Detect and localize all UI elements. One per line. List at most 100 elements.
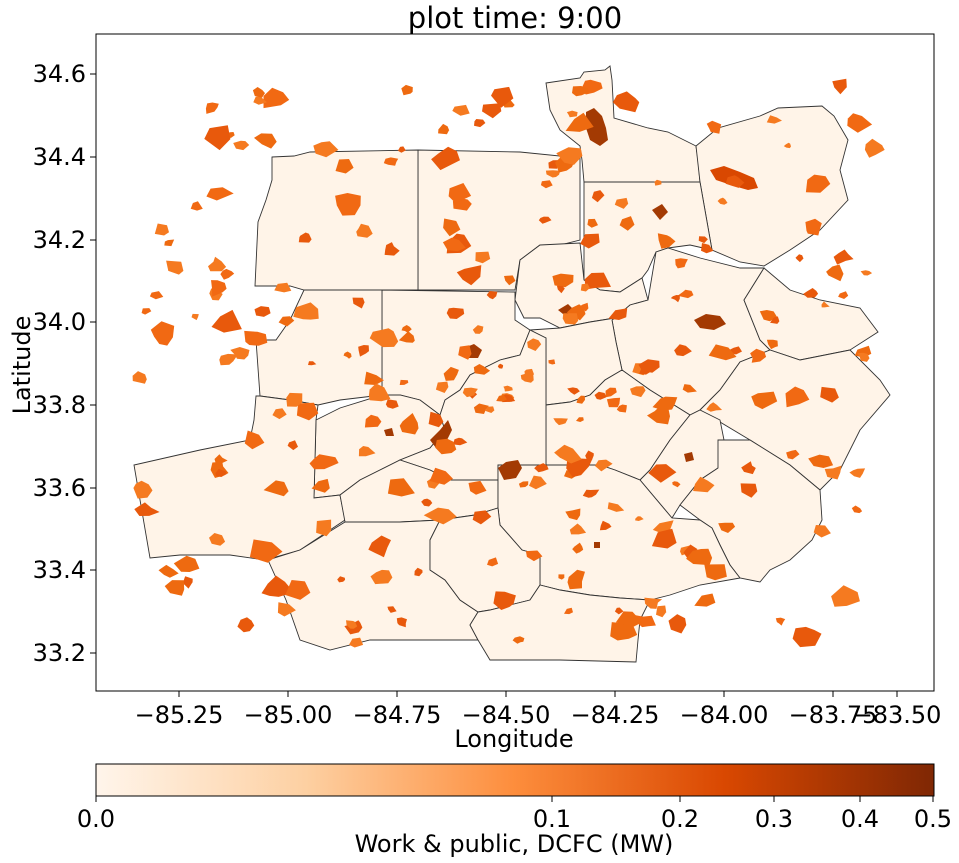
x-tick-label: −83.75 bbox=[789, 701, 878, 729]
tract-patch bbox=[401, 84, 413, 96]
colorbar-tick-label: 0.1 bbox=[533, 805, 571, 833]
tract-patch bbox=[572, 542, 584, 554]
tract-patch bbox=[335, 193, 361, 216]
tract-patch bbox=[277, 602, 296, 617]
tract-patch bbox=[387, 606, 397, 613]
tract-high bbox=[684, 452, 694, 462]
tract-patch bbox=[293, 302, 319, 320]
tract-patch bbox=[725, 175, 745, 188]
tract-patch bbox=[694, 593, 716, 607]
y-tick-label: 33.2 bbox=[33, 639, 86, 667]
tract-patch bbox=[651, 528, 677, 549]
tract-patch bbox=[599, 520, 612, 531]
tract-patch bbox=[253, 96, 267, 105]
tract-patch bbox=[614, 197, 629, 209]
tract-patch bbox=[219, 353, 238, 366]
tract-patch bbox=[398, 331, 415, 343]
tract-patch bbox=[566, 110, 578, 118]
tract-patch bbox=[766, 115, 782, 124]
tract-patch bbox=[672, 481, 681, 488]
tract-patch bbox=[493, 591, 516, 610]
tract-patch bbox=[615, 611, 642, 628]
tract-patch bbox=[569, 523, 587, 535]
tract-patch bbox=[205, 102, 219, 114]
tract-patch bbox=[518, 481, 529, 488]
tract-patch bbox=[278, 316, 295, 327]
tract-patch bbox=[287, 440, 298, 451]
tract-patch bbox=[503, 385, 513, 392]
tract-patch bbox=[567, 387, 580, 395]
tract-patch bbox=[308, 361, 317, 366]
tract-patch bbox=[741, 461, 756, 475]
tract-patch bbox=[504, 275, 516, 286]
tract-patch bbox=[786, 449, 800, 460]
tract-patch bbox=[587, 218, 598, 228]
tract-patch bbox=[833, 249, 854, 265]
tract-patch bbox=[610, 622, 638, 641]
tract-patch bbox=[803, 288, 819, 298]
tract-layer bbox=[132, 78, 885, 648]
tract-patch bbox=[485, 406, 495, 413]
y-axis: 33.2 33.4 33.6 33.8 34.0 34.2 34.4 34.6 … bbox=[8, 60, 96, 667]
x-tick-marks bbox=[178, 691, 898, 697]
tract-patch bbox=[630, 386, 646, 398]
tract-patch bbox=[652, 396, 678, 411]
tract-patch bbox=[580, 233, 600, 249]
tract-patch bbox=[133, 480, 153, 499]
tract-patch bbox=[838, 291, 849, 299]
tract-patch bbox=[438, 123, 450, 135]
tract-patch bbox=[230, 347, 250, 360]
tract-patch bbox=[831, 585, 860, 607]
x-axis-label: Longitude bbox=[454, 725, 573, 753]
tract-patch bbox=[693, 476, 715, 493]
tract-patch bbox=[358, 446, 376, 457]
tract-patch bbox=[792, 626, 822, 648]
tract-patch bbox=[316, 519, 332, 537]
tract-patch bbox=[491, 86, 514, 108]
tract-patch bbox=[766, 339, 778, 350]
tract-patch bbox=[183, 576, 193, 589]
x-tick-label: −84.50 bbox=[462, 701, 551, 729]
tract-patch bbox=[435, 381, 449, 393]
x-tick-label: −83.50 bbox=[853, 701, 942, 729]
tract-patch bbox=[482, 103, 502, 119]
tract-patch bbox=[683, 544, 698, 559]
tract-patch bbox=[220, 268, 235, 280]
x-tick-label: −85.00 bbox=[244, 701, 333, 729]
colorbar-tick-label: 0.4 bbox=[841, 805, 879, 833]
tract-patch bbox=[607, 502, 625, 512]
tract-patch bbox=[525, 550, 543, 562]
tract-patch bbox=[813, 525, 831, 538]
colorbar-label: Work & public, DCFC (MW) bbox=[355, 830, 674, 858]
tract-patch bbox=[298, 232, 312, 243]
tract-patch bbox=[572, 86, 590, 97]
tract-patch bbox=[750, 348, 767, 363]
tract-patch bbox=[173, 555, 200, 572]
tract-patch bbox=[472, 510, 492, 525]
tract-patch bbox=[826, 264, 844, 282]
tract-patch bbox=[594, 459, 613, 472]
tract-patch bbox=[311, 478, 330, 493]
tract-patch bbox=[384, 242, 400, 256]
tract-patch bbox=[473, 364, 491, 375]
x-tick-label: −84.25 bbox=[571, 701, 660, 729]
tract-patch bbox=[605, 387, 617, 398]
tract-patch bbox=[435, 438, 457, 455]
tract-patch bbox=[770, 316, 780, 324]
tract-patch bbox=[805, 218, 822, 236]
tract-patch bbox=[190, 201, 203, 211]
tract-patch bbox=[635, 516, 644, 521]
tract-patch bbox=[263, 87, 290, 109]
tract-patch bbox=[614, 607, 624, 615]
tract-patch bbox=[576, 417, 584, 422]
colorbar: 0.0 0.1 0.2 0.3 0.4 0.5 Work & public, D… bbox=[77, 763, 952, 858]
tract-high bbox=[498, 460, 522, 480]
tract-patch bbox=[677, 289, 694, 299]
tract-highlights bbox=[384, 108, 758, 548]
tract-patch bbox=[538, 216, 552, 224]
tract-patch bbox=[785, 386, 810, 408]
county-region bbox=[679, 439, 823, 583]
tract-patch bbox=[548, 359, 556, 365]
tract-patch bbox=[474, 119, 486, 128]
tract-patch bbox=[473, 403, 489, 414]
